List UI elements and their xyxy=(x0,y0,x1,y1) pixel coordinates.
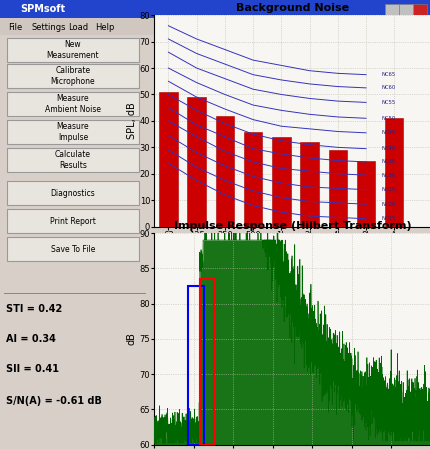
FancyBboxPatch shape xyxy=(7,148,139,172)
Text: NC35: NC35 xyxy=(381,159,395,164)
Text: NC50: NC50 xyxy=(381,116,395,121)
Text: New
Measurement: New Measurement xyxy=(46,40,99,60)
Bar xyxy=(199,279,213,445)
FancyBboxPatch shape xyxy=(7,209,139,233)
Text: Measure
Ambient Noise: Measure Ambient Noise xyxy=(45,94,101,114)
FancyBboxPatch shape xyxy=(7,38,139,62)
Text: Print Report: Print Report xyxy=(50,216,96,225)
Text: SPMsoft: SPMsoft xyxy=(20,4,65,14)
Bar xyxy=(215,116,233,227)
Text: Diagnostics: Diagnostics xyxy=(50,189,95,198)
Text: NC45: NC45 xyxy=(381,130,395,135)
Text: NC30: NC30 xyxy=(381,172,395,178)
Text: SII = 0.41: SII = 0.41 xyxy=(6,364,59,374)
Text: NC15: NC15 xyxy=(381,216,395,221)
Text: S/N(A) = -0.61 dB: S/N(A) = -0.61 dB xyxy=(6,396,101,406)
Bar xyxy=(243,132,262,227)
Bar xyxy=(0,18,430,35)
Text: Load: Load xyxy=(68,22,88,31)
Bar xyxy=(356,161,375,227)
X-axis label: Frequency, Hz: Frequency, Hz xyxy=(258,242,326,253)
Text: File: File xyxy=(8,22,22,31)
Bar xyxy=(4,293,146,294)
Bar xyxy=(187,97,206,227)
Title: Background Noise: Background Noise xyxy=(236,3,348,13)
Text: Measure
Impulse: Measure Impulse xyxy=(57,122,89,142)
Bar xyxy=(412,4,426,16)
Text: NC60: NC60 xyxy=(381,85,395,90)
Text: Settings: Settings xyxy=(32,22,66,31)
Y-axis label: dB: dB xyxy=(126,332,136,345)
Bar xyxy=(159,92,177,227)
Text: Calculate
Results: Calculate Results xyxy=(55,150,91,170)
Text: Save To File: Save To File xyxy=(51,245,95,254)
Text: NC20: NC20 xyxy=(381,202,395,207)
Text: STI = 0.42: STI = 0.42 xyxy=(6,304,62,314)
FancyBboxPatch shape xyxy=(7,181,139,205)
Bar xyxy=(0,0,430,18)
Bar xyxy=(272,137,290,227)
Bar xyxy=(328,150,346,227)
FancyBboxPatch shape xyxy=(7,237,139,261)
Text: Calibrate
Microphone: Calibrate Microphone xyxy=(51,66,95,86)
Text: NC40: NC40 xyxy=(381,146,395,151)
Bar xyxy=(398,4,412,16)
Text: NC25: NC25 xyxy=(381,187,395,192)
Y-axis label: SPL, dB: SPL, dB xyxy=(126,102,136,139)
FancyBboxPatch shape xyxy=(7,92,139,116)
Bar xyxy=(187,286,203,445)
Text: NC55: NC55 xyxy=(381,100,395,105)
Text: Help: Help xyxy=(95,22,114,31)
Bar xyxy=(384,118,402,227)
FancyBboxPatch shape xyxy=(7,64,139,88)
Text: NC65: NC65 xyxy=(381,72,395,77)
FancyBboxPatch shape xyxy=(7,120,139,144)
Bar xyxy=(384,4,398,16)
Bar xyxy=(300,142,318,227)
Title: Impulse Response (Hilbert Transform): Impulse Response (Hilbert Transform) xyxy=(173,221,411,231)
Text: AI = 0.34: AI = 0.34 xyxy=(6,334,56,344)
